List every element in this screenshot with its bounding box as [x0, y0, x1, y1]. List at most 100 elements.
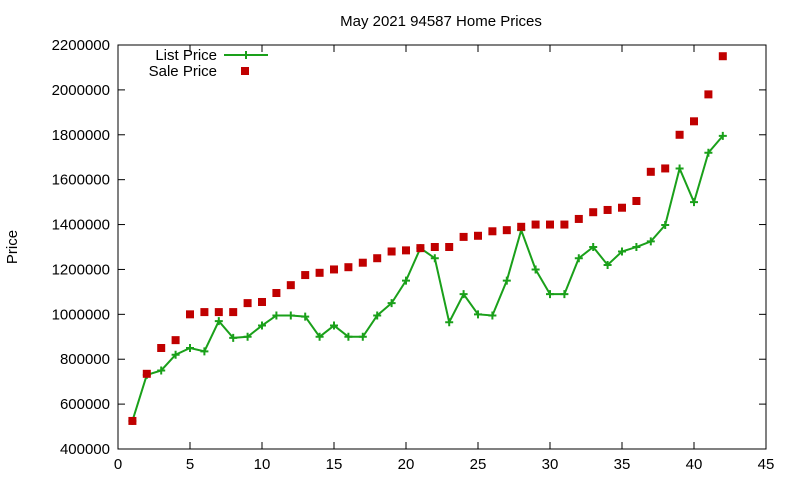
- series-line: [131, 135, 724, 422]
- data-point: [214, 317, 223, 326]
- data-point: [214, 308, 223, 317]
- x-tick-label: 10: [254, 456, 271, 473]
- data-point: [661, 221, 670, 230]
- y-tick-label: 1400000: [52, 217, 110, 234]
- data-point: [229, 308, 238, 317]
- data-point: [286, 311, 295, 320]
- plot-frame: [117, 44, 767, 450]
- legend: List Price Sale Price: [149, 47, 268, 80]
- data-point: [416, 244, 425, 253]
- data-point: [258, 321, 266, 330]
- data-point: [517, 222, 526, 231]
- data-point: [229, 333, 238, 342]
- y-tick-label: 1200000: [52, 261, 110, 278]
- x-tick-label: 30: [542, 456, 559, 473]
- y-tick-label: 400000: [60, 441, 110, 458]
- data-point: [718, 131, 727, 140]
- y-tick-label: 800000: [60, 351, 110, 368]
- data-point: [387, 299, 396, 308]
- data-point: [373, 311, 382, 320]
- legend-label-sale-price: Sale Price: [149, 63, 217, 80]
- data-point: [646, 167, 655, 176]
- x-tick-label: 15: [326, 456, 343, 473]
- data-point: [546, 220, 554, 229]
- series-list-price: [128, 131, 727, 425]
- data-point: [574, 214, 583, 223]
- data-point: [459, 232, 468, 241]
- data-point: [243, 299, 252, 308]
- data-point: [560, 290, 569, 299]
- data-point: [171, 336, 180, 345]
- data-point: [704, 90, 713, 99]
- data-point: [344, 263, 353, 272]
- data-point: [272, 311, 281, 320]
- data-point: [546, 290, 554, 299]
- legend-marker-list-price: [242, 51, 250, 59]
- series-sale-price: [128, 52, 727, 425]
- y-tick-label: 2200000: [52, 37, 110, 54]
- data-point: [157, 366, 166, 375]
- data-point: [344, 332, 353, 341]
- data-point: [315, 332, 324, 341]
- data-point: [603, 205, 612, 214]
- data-point: [589, 208, 598, 217]
- data-point: [618, 203, 626, 212]
- data-point: [474, 310, 482, 319]
- x-tick-label: 0: [114, 456, 122, 473]
- y-tick-label: 1000000: [52, 306, 110, 323]
- data-point: [661, 164, 670, 173]
- data-point: [373, 254, 382, 263]
- data-point: [704, 148, 713, 157]
- data-point: [474, 231, 482, 240]
- data-point: [430, 243, 439, 251]
- y-tick-label: 600000: [60, 396, 110, 413]
- data-point: [718, 52, 727, 61]
- data-point: [560, 220, 569, 229]
- legend-marker-sale-price: [241, 67, 249, 75]
- data-point: [675, 130, 684, 139]
- data-point: [142, 369, 151, 378]
- data-point: [258, 297, 266, 306]
- legend-label-list-price: List Price: [155, 47, 217, 64]
- data-point: [330, 321, 338, 330]
- data-point: [445, 243, 454, 251]
- data-point: [618, 247, 626, 256]
- data-point: [301, 271, 310, 280]
- data-point: [690, 198, 698, 207]
- data-point: [488, 227, 497, 236]
- data-point: [200, 347, 209, 356]
- data-point: [402, 276, 410, 285]
- data-point: [387, 247, 396, 256]
- data-point: [200, 308, 209, 317]
- data-point: [157, 344, 166, 352]
- data-point: [589, 243, 598, 251]
- data-point: [128, 416, 137, 425]
- data-point: [531, 265, 540, 274]
- x-tick-label: 40: [686, 456, 703, 473]
- data-point: [358, 258, 367, 267]
- data-point: [358, 332, 367, 341]
- data-point: [531, 220, 540, 229]
- axis-ticks: 400000 600000 800000 1000000 1200000 1400000 1…: [52, 37, 775, 473]
- y-tick-label: 1800000: [52, 127, 110, 144]
- data-point: [675, 164, 684, 173]
- x-tick-label: 45: [758, 456, 775, 473]
- data-point: [646, 237, 655, 246]
- data-point: [171, 350, 180, 359]
- data-point: [690, 117, 698, 126]
- data-point: [603, 260, 612, 269]
- y-tick-label: 2000000: [52, 82, 110, 99]
- x-tick-label: 35: [614, 456, 631, 473]
- data-point: [186, 344, 194, 352]
- chart-title: May 2021 94587 Home Prices: [340, 13, 542, 30]
- y-axis-label: Price: [4, 230, 21, 264]
- data-point: [445, 318, 454, 327]
- data-point: [574, 254, 583, 263]
- data-point: [502, 276, 511, 285]
- data-point: [402, 246, 410, 255]
- data-point: [243, 332, 252, 341]
- y-tick-label: 1600000: [52, 172, 110, 189]
- data-point: [502, 226, 511, 235]
- data-point: [330, 265, 338, 274]
